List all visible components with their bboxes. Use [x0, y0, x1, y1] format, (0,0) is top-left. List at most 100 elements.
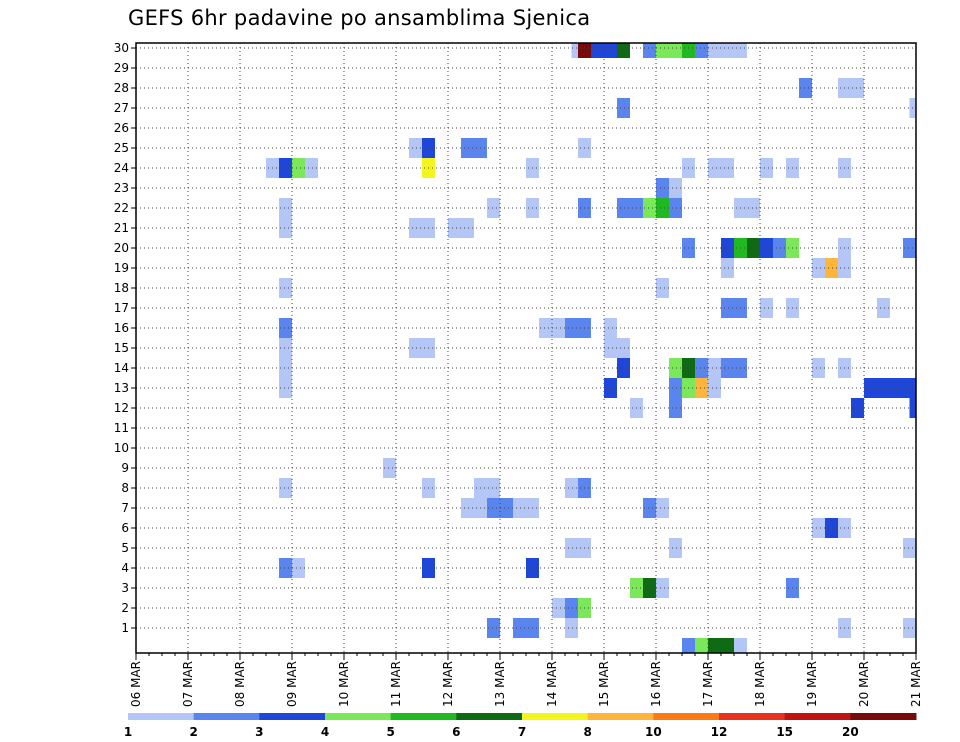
heatmap-cell — [708, 158, 721, 178]
heatmap-cell — [500, 498, 513, 518]
heatmap-cell — [695, 638, 708, 653]
heatmap-cell — [461, 498, 474, 518]
x-tick-label: 16 MAR — [649, 661, 663, 707]
heatmap-cell — [656, 198, 669, 218]
heatmap-cell — [721, 638, 734, 653]
heatmap-cell — [643, 578, 656, 598]
heatmap-cell — [604, 43, 617, 58]
heatmap-cell — [279, 198, 292, 218]
x-tick-label: 14 MAR — [545, 661, 559, 707]
heatmap-cell — [760, 158, 773, 178]
y-tick-label: 29 — [114, 61, 129, 75]
colorbar-swatch — [653, 713, 720, 720]
heatmap-cell — [513, 498, 526, 518]
y-tick-label: 3 — [121, 581, 129, 595]
heatmap-cell — [669, 43, 682, 58]
heatmap-cell — [721, 238, 734, 258]
heatmap-cell — [721, 358, 734, 378]
heatmap-cell — [773, 238, 786, 258]
x-tick-label: 10 MAR — [337, 661, 351, 707]
colorbar-swatch — [128, 713, 195, 720]
colorbar-label: 6 — [452, 725, 460, 739]
heatmap-cell — [279, 378, 292, 398]
heatmap-cell — [643, 198, 656, 218]
heatmap-cell — [708, 43, 721, 58]
y-axis: 1234567891011121314151617181920212223242… — [114, 41, 136, 635]
heatmap-cell — [409, 218, 422, 238]
colorbar-label: 12 — [711, 725, 728, 739]
heatmap-cell — [656, 498, 669, 518]
heatmap-cell — [565, 318, 578, 338]
y-tick-label: 20 — [114, 241, 129, 255]
heatmap-cell — [721, 158, 734, 178]
colorbar-swatch — [259, 713, 326, 720]
y-tick-label: 7 — [121, 501, 129, 515]
heatmap-cell — [695, 358, 708, 378]
colorbar-swatch — [522, 713, 589, 720]
heatmap-cell — [487, 198, 500, 218]
x-tick-label: 20 MAR — [857, 661, 871, 707]
heatmap-cell — [578, 43, 591, 58]
heatmap-cell — [825, 258, 838, 278]
y-tick-label: 16 — [114, 321, 129, 335]
y-tick-label: 28 — [114, 81, 129, 95]
heatmap-cell — [539, 318, 552, 338]
heatmap-cell — [461, 138, 474, 158]
heatmap-cell — [552, 318, 565, 338]
colorbar-legend: 1 2 3 4 5 6 7 8 10 12 15 20 — [124, 713, 917, 739]
y-tick-label: 27 — [114, 101, 129, 115]
y-tick-label: 10 — [114, 441, 129, 455]
y-tick-label: 8 — [121, 481, 129, 495]
x-tick-label: 13 MAR — [493, 661, 507, 707]
heatmap-cell — [708, 638, 721, 653]
heatmap-cell — [669, 398, 682, 418]
y-tick-label: 18 — [114, 281, 129, 295]
heatmap-cell — [656, 178, 669, 198]
y-tick-label: 19 — [114, 261, 129, 275]
heatmap-cell — [903, 538, 916, 558]
heatmap-cell — [279, 558, 292, 578]
heatmap-cell — [851, 398, 864, 418]
heatmap-cell — [903, 618, 916, 638]
heatmap-cell — [734, 43, 747, 58]
heatmap-cell — [760, 238, 773, 258]
x-tick-label: 07 MAR — [181, 661, 195, 707]
heatmap-cell — [279, 338, 292, 358]
colorbar-label: 2 — [189, 725, 197, 739]
heatmap-cell — [669, 378, 682, 398]
heatmap-cell — [591, 43, 604, 58]
heatmap-cell — [669, 538, 682, 558]
heatmap-cell — [643, 43, 656, 58]
heatmap-cell — [279, 278, 292, 298]
heatmap-cell — [656, 43, 669, 58]
y-tick-label: 22 — [114, 201, 129, 215]
heatmap-cell — [682, 638, 695, 653]
colorbar-label: 5 — [386, 725, 394, 739]
y-tick-label: 13 — [114, 381, 129, 395]
heatmap-cell — [656, 278, 669, 298]
y-tick-label: 26 — [114, 121, 129, 135]
heatmap-cell — [617, 98, 630, 118]
heatmap-cell — [565, 618, 578, 638]
heatmap-cell — [656, 578, 669, 598]
y-tick-label: 4 — [121, 561, 129, 575]
colorbar-swatch — [587, 713, 654, 720]
y-tick-label: 5 — [121, 541, 129, 555]
heatmap-cell — [903, 378, 916, 398]
colorbar-swatch — [193, 713, 260, 720]
heatmap-cell — [734, 638, 747, 653]
colorbar-label: 4 — [321, 725, 329, 739]
heatmap-cell — [747, 198, 760, 218]
heatmap-cell — [279, 158, 292, 178]
heatmap-cell — [565, 598, 578, 618]
heatmap-cell — [747, 238, 760, 258]
heatmap-cell — [279, 318, 292, 338]
colorbar-swatch — [850, 713, 917, 720]
heatmap-cell — [552, 598, 565, 618]
y-tick-label: 14 — [114, 361, 129, 375]
grid-layer — [136, 43, 916, 653]
heatmap-cell — [760, 298, 773, 318]
heatmap-cell — [409, 138, 422, 158]
heatmap-cell — [487, 618, 500, 638]
